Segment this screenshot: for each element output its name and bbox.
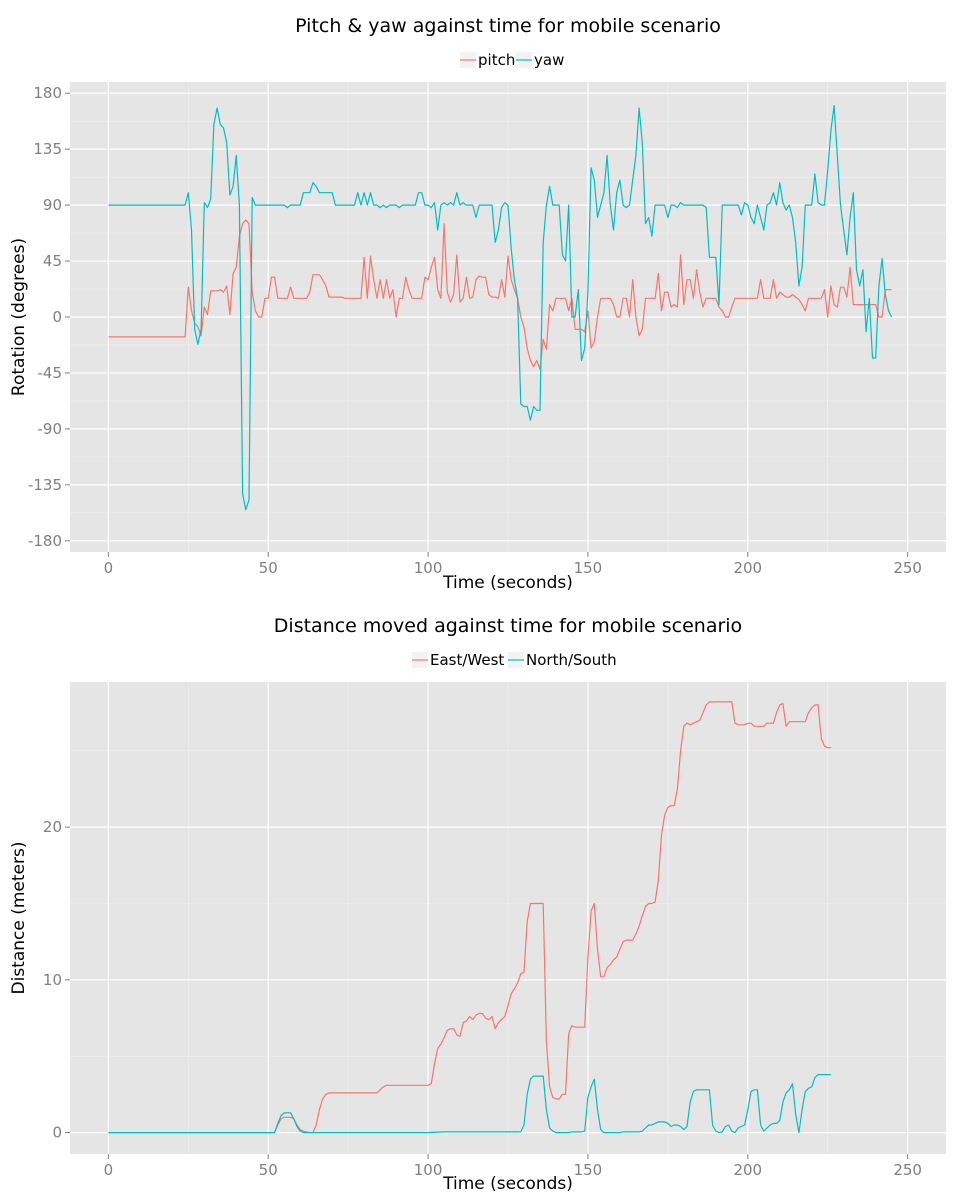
series-lines — [108, 701, 831, 1134]
y-tick-label: 180 — [33, 84, 62, 102]
pitch-yaw-chart: Pitch & yaw against time for mobile scen… — [9, 15, 946, 593]
y-tick-label: 135 — [33, 140, 62, 158]
series-line-pitch — [108, 219, 892, 370]
x-tick-label: 100 — [414, 559, 443, 577]
x-axis-title: Time (seconds) — [442, 1174, 573, 1194]
legend-label-pitch: pitch — [478, 51, 515, 69]
legend-label-yaw: yaw — [534, 51, 564, 69]
y-tick-label: 0 — [52, 308, 62, 326]
chart-title: Distance moved against time for mobile s… — [274, 615, 742, 637]
x-tick-label: 250 — [893, 559, 922, 577]
legend-label-north-south: North/South — [526, 651, 617, 669]
y-tick-label: 10 — [43, 971, 62, 989]
x-axis: 0 50 100 150 200 250 — [104, 552, 922, 577]
y-axis: 0 10 20 — [43, 818, 70, 1142]
x-tick-label: 150 — [574, 1161, 603, 1179]
y-tick-label: 45 — [43, 252, 62, 270]
y-tick-label: -135 — [28, 476, 62, 494]
gridlines — [70, 82, 946, 552]
x-tick-label: 250 — [893, 1161, 922, 1179]
x-tick-label: 50 — [259, 1161, 278, 1179]
gridlines — [70, 682, 946, 1154]
y-axis: -180 -135 -90 -45 0 45 90 135 180 — [28, 84, 70, 550]
y-axis-title: Rotation (degrees) — [9, 238, 29, 396]
distance-chart: Distance moved against time for mobile s… — [9, 615, 946, 1194]
y-tick-label: -45 — [38, 364, 63, 382]
y-tick-label: 0 — [52, 1124, 62, 1142]
x-tick-label: 200 — [733, 559, 762, 577]
y-tick-label: -90 — [38, 420, 63, 438]
y-tick-label: 90 — [43, 196, 62, 214]
x-tick-label: 150 — [574, 559, 603, 577]
y-axis-title: Distance (meters) — [9, 842, 29, 995]
x-tick-label: 50 — [259, 559, 278, 577]
legend-label-east-west: East/West — [430, 651, 504, 669]
series-line-north-south — [108, 1074, 831, 1134]
legend: pitch yaw — [460, 51, 564, 69]
x-tick-label: 0 — [104, 559, 114, 577]
x-axis: 0 50 100 150 200 250 — [104, 1154, 922, 1179]
y-tick-label: -180 — [28, 532, 62, 550]
series-line-east-west — [108, 701, 831, 1134]
series-lines — [108, 105, 893, 511]
x-tick-label: 200 — [733, 1161, 762, 1179]
x-axis-title: Time (seconds) — [442, 573, 573, 593]
y-tick-label: 20 — [43, 818, 62, 836]
x-tick-label: 0 — [104, 1161, 114, 1179]
x-tick-label: 100 — [414, 1161, 443, 1179]
series-line-yaw — [108, 105, 893, 511]
legend: East/West North/South — [412, 651, 617, 669]
chart-title: Pitch & yaw against time for mobile scen… — [295, 15, 721, 37]
